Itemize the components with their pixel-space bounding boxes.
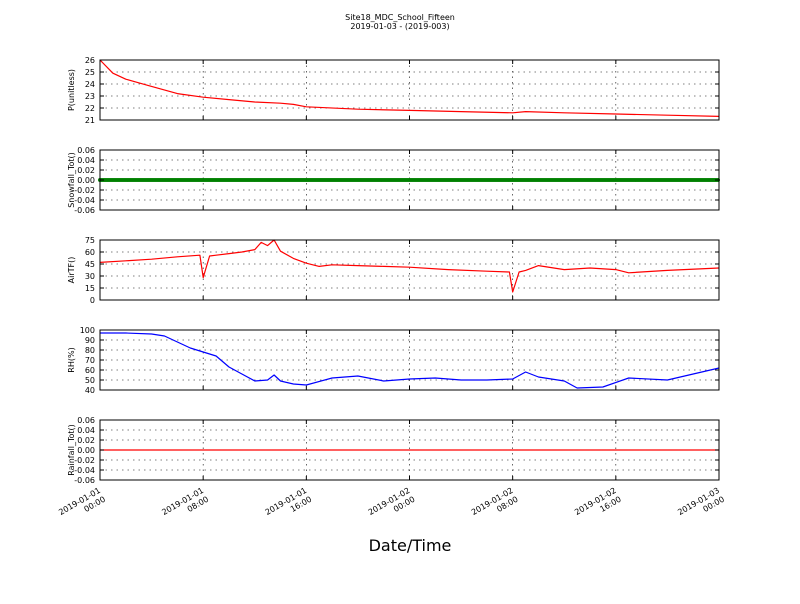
y-tick-label: 0 xyxy=(90,296,95,305)
y-axis-label: Rainfall_Tot() xyxy=(67,424,76,476)
y-tick-label: 40 xyxy=(85,386,95,395)
y-tick-label: 60 xyxy=(85,248,95,257)
x-tick-labels: 2019-01-0100:00 2019-01-0108:00 2019-01-01… xyxy=(57,486,726,526)
y-tick-label: 24 xyxy=(85,80,95,89)
series-line xyxy=(99,59,720,117)
y-tick-label: 25 xyxy=(85,68,95,77)
y-tick-label: -0.06 xyxy=(74,206,95,215)
panels: 212223242526P(unitless)-0.06-0.04-0.020.… xyxy=(67,56,720,485)
panel-pressure: 21 22 23 24 25 26 P(unitless) xyxy=(67,56,720,125)
y-tick-label: 22 xyxy=(85,104,95,113)
y-tick-label: 21 xyxy=(85,116,95,125)
y-tick-label: 60 xyxy=(85,366,95,375)
y-tick-label: 50 xyxy=(85,376,95,385)
y-tick-label: -0.02 xyxy=(74,186,95,195)
y-tick-label: 0.04 xyxy=(77,426,95,435)
y-tick-label: 70 xyxy=(85,356,95,365)
x-tick-label: 2019-01-0216:00 xyxy=(573,486,623,526)
y-tick-label: 30 xyxy=(85,272,95,281)
y-tick-label: 0.02 xyxy=(77,166,95,175)
y-tick-label: 100 xyxy=(80,326,95,335)
x-tick-label: 2019-01-0208:00 xyxy=(470,486,520,526)
y-tick-label: 0.02 xyxy=(77,436,95,445)
panel-rainfall: -0.06-0.04-0.020.000.020.040.06Rainfall_… xyxy=(67,416,720,485)
y-tick-label: 90 xyxy=(85,336,95,345)
x-tick-label: 2019-01-0100:00 xyxy=(57,486,107,526)
x-tick-label: 2019-01-0116:00 xyxy=(264,486,314,526)
y-axis-label: AirTF() xyxy=(67,257,76,284)
y-tick-label: 0.06 xyxy=(77,146,95,155)
y-tick-label: 0.00 xyxy=(77,176,95,185)
panel-air-temp: 0 15 30 45 60 75 AirTF() xyxy=(67,236,720,305)
y-axis-label: P(unitless) xyxy=(67,69,76,111)
x-tick-label: 2019-01-0108:00 xyxy=(160,486,210,526)
y-tick-label: -0.06 xyxy=(74,476,95,485)
y-tick-label: -0.04 xyxy=(74,466,95,475)
x-axis-label: Date/Time xyxy=(369,536,452,555)
chart-title-line1: Site18_MDC_School_Fifteen xyxy=(345,13,455,22)
x-tick-label: 2019-01-0200:00 xyxy=(367,486,417,526)
series-line xyxy=(99,239,720,293)
y-tick-label: 0.00 xyxy=(77,446,95,455)
y-tick-label: -0.04 xyxy=(74,196,95,205)
y-axis-label: Snowfall_Tot() xyxy=(67,152,76,208)
y-tick-label: 75 xyxy=(85,236,95,245)
y-tick-label: 26 xyxy=(85,56,95,65)
y-tick-label: 0.04 xyxy=(77,156,95,165)
x-tick-label: 2019-01-0300:00 xyxy=(676,486,726,526)
y-tick-label: 0.06 xyxy=(77,416,95,425)
y-tick-label: 15 xyxy=(85,284,95,293)
y-tick-label: 45 xyxy=(85,260,95,269)
y-tick-label: 80 xyxy=(85,346,95,355)
y-tick-label: 23 xyxy=(85,92,95,101)
chart-title-line2: 2019-01-03 - (2019-003) xyxy=(350,22,449,31)
y-axis-label: RH(%) xyxy=(67,347,76,372)
panel-snowfall: -0.06-0.04-0.020.000.020.040.06Snowfall_… xyxy=(67,146,720,215)
series-markers xyxy=(98,178,720,182)
series-line xyxy=(100,332,720,389)
y-tick-label: -0.02 xyxy=(74,456,95,465)
